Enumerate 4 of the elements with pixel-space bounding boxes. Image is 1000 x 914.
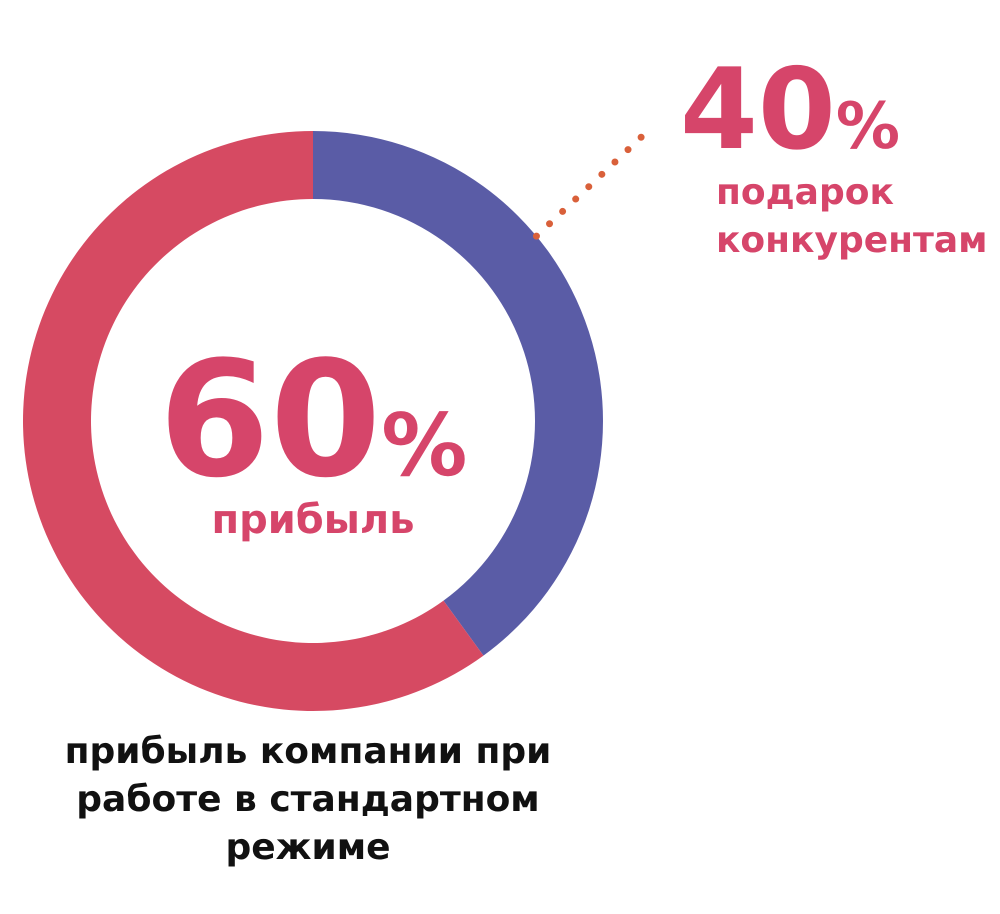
data-label: 40% [680,45,900,175]
text: прибыль компании при работе в стандартном режиме [64,730,552,870]
donut-slice [23,131,484,711]
slice-label: подарок конкурентам [716,172,988,261]
